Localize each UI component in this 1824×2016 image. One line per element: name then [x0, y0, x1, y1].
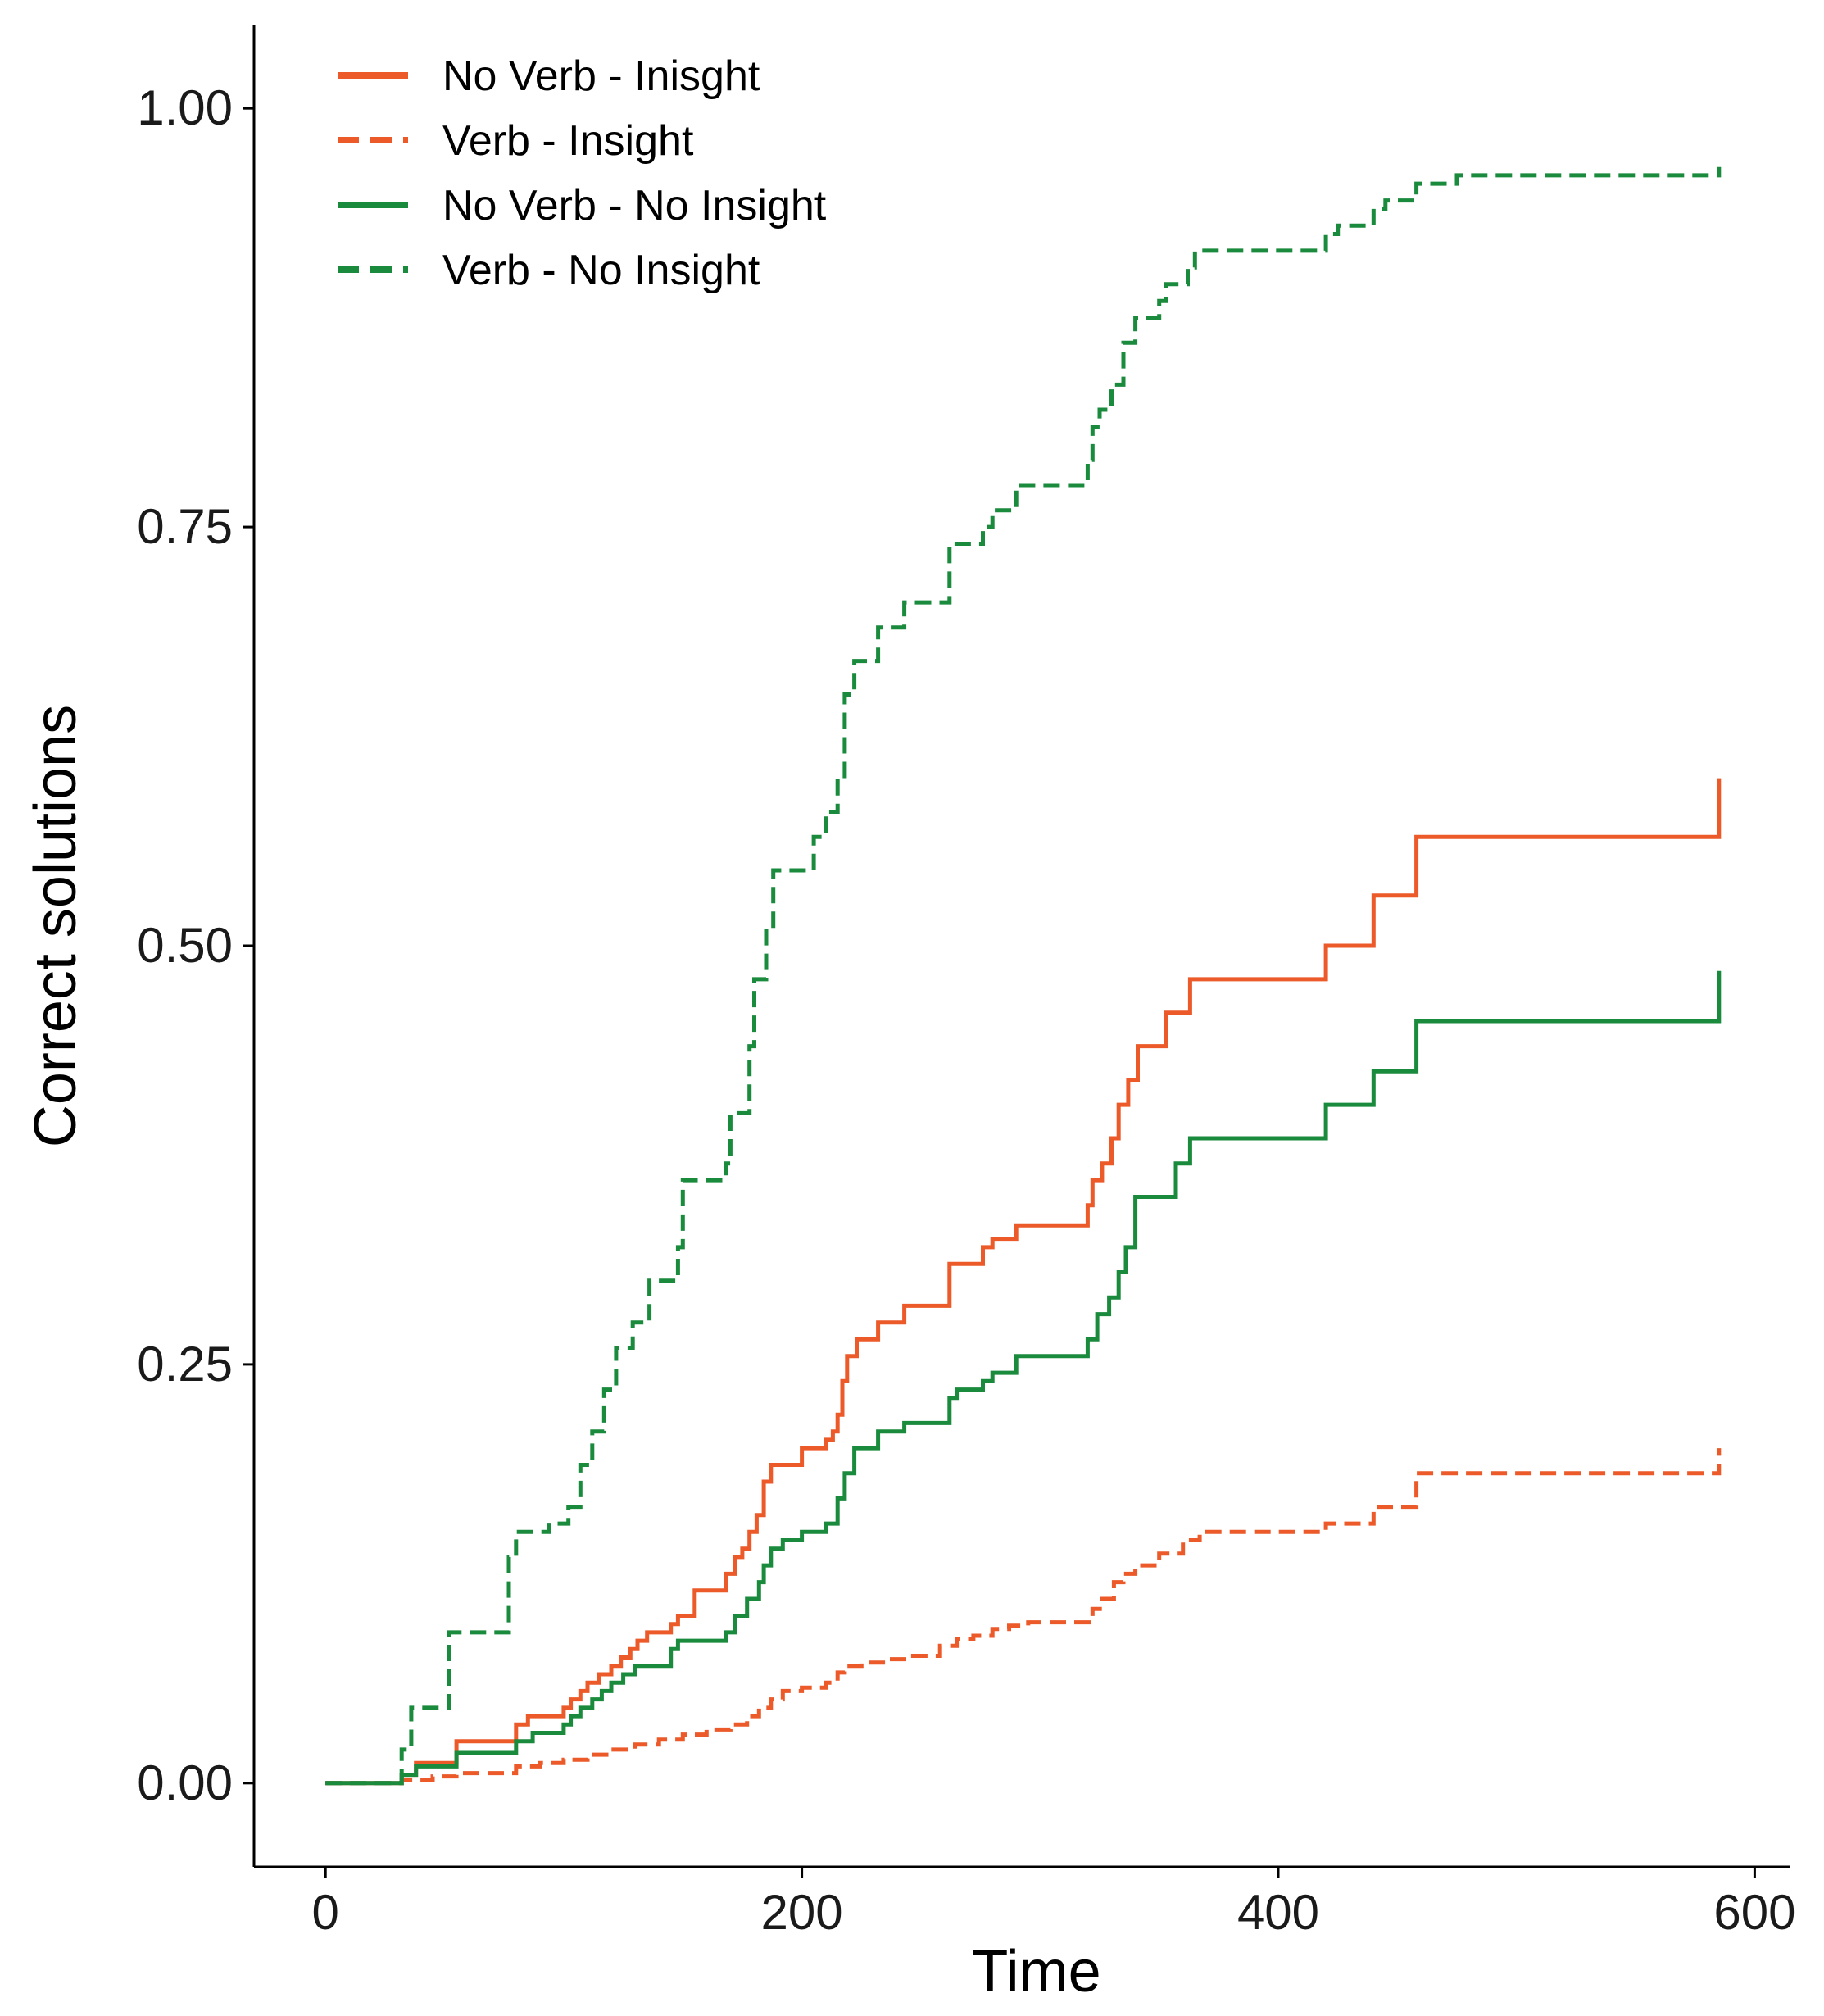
legend-label-1: No Verb - Inisght [442, 52, 760, 100]
x-tick-label: 200 [761, 1885, 843, 1940]
series-layer [325, 166, 1722, 1786]
legend-label-2: Verb - Insight [442, 117, 694, 165]
x-axis-title: Time [972, 1939, 1100, 2005]
legend: No Verb - Inisght Verb - Insight No Verb -… [338, 52, 827, 294]
legend-label-3: No Verb - No Insight [442, 182, 827, 229]
ticks-layer: 0 200 400 600 0.00 0.25 0.50 0.75 1.00 [137, 80, 1795, 1940]
legend-label-4: Verb - No Insight [442, 247, 760, 294]
series-line-3 [325, 970, 1722, 1786]
y-tick-label: 0.75 [137, 499, 233, 554]
x-tick-label: 0 [312, 1885, 339, 1940]
x-tick-label: 600 [1713, 1885, 1795, 1940]
y-tick-label: 0.50 [137, 918, 233, 973]
series-line-4 [325, 166, 1722, 1786]
series-line-1 [325, 778, 1722, 1786]
y-axis-title: Correct solutions [23, 705, 88, 1147]
y-tick-label: 0.00 [137, 1755, 233, 1810]
y-tick-label: 0.25 [137, 1337, 233, 1392]
x-tick-label: 400 [1237, 1885, 1319, 1940]
y-tick-label: 1.00 [137, 80, 233, 135]
